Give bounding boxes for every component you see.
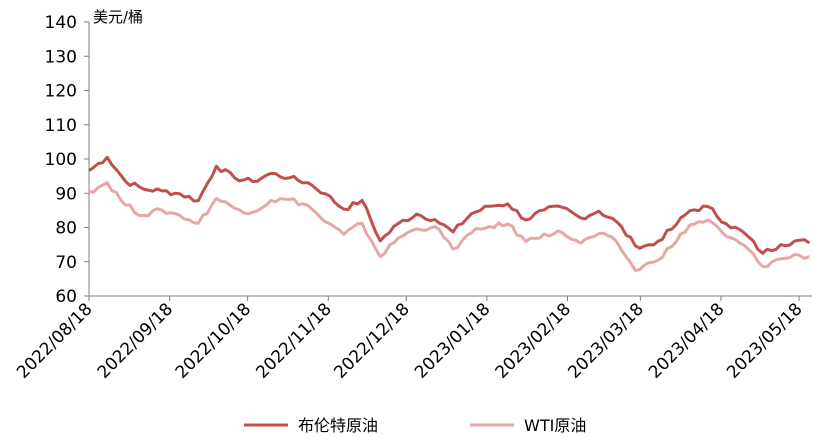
y-tick-label: 60: [55, 287, 77, 307]
legend-label-brent: 布伦特原油: [298, 416, 378, 435]
y-tick-label: 90: [55, 184, 77, 204]
y-tick-label: 100: [45, 150, 77, 170]
series-layer: [88, 155, 811, 272]
x-tick-label: 2023/03/18: [564, 299, 647, 382]
x-tick-label: 2022/12/18: [330, 299, 413, 382]
x-tick-label: 2022/11/18: [252, 299, 335, 382]
series-line-wti: [88, 181, 810, 272]
x-axis: 2022/08/182022/09/182022/10/182022/11/18…: [13, 295, 812, 383]
legend: 布伦特原油 WTI原油: [244, 416, 586, 435]
x-tick-label: 2023/05/18: [723, 299, 806, 382]
x-tick-label: 2023/04/18: [645, 299, 728, 382]
y-tick-label: 120: [45, 82, 77, 102]
y-tick-label: 110: [45, 116, 77, 136]
x-tick-label: 2022/10/18: [172, 299, 255, 382]
series-line-brent: [88, 155, 811, 255]
legend-label-wti: WTI原油: [524, 416, 586, 435]
x-tick-label: 2022/08/18: [13, 299, 96, 382]
y-axis: 60 70 80 90 100 110 120 130 140: [45, 13, 90, 307]
y-tick-label: 130: [45, 47, 77, 67]
y-axis-unit-label: 美元/桶: [93, 8, 143, 26]
x-tick-label: 2023/01/18: [411, 299, 494, 382]
x-tick-label: 2023/02/18: [492, 299, 575, 382]
y-tick-label: 80: [55, 219, 77, 239]
y-tick-label: 70: [55, 253, 77, 273]
x-tick-label: 2022/09/18: [94, 299, 177, 382]
y-tick-label: 140: [45, 13, 77, 33]
